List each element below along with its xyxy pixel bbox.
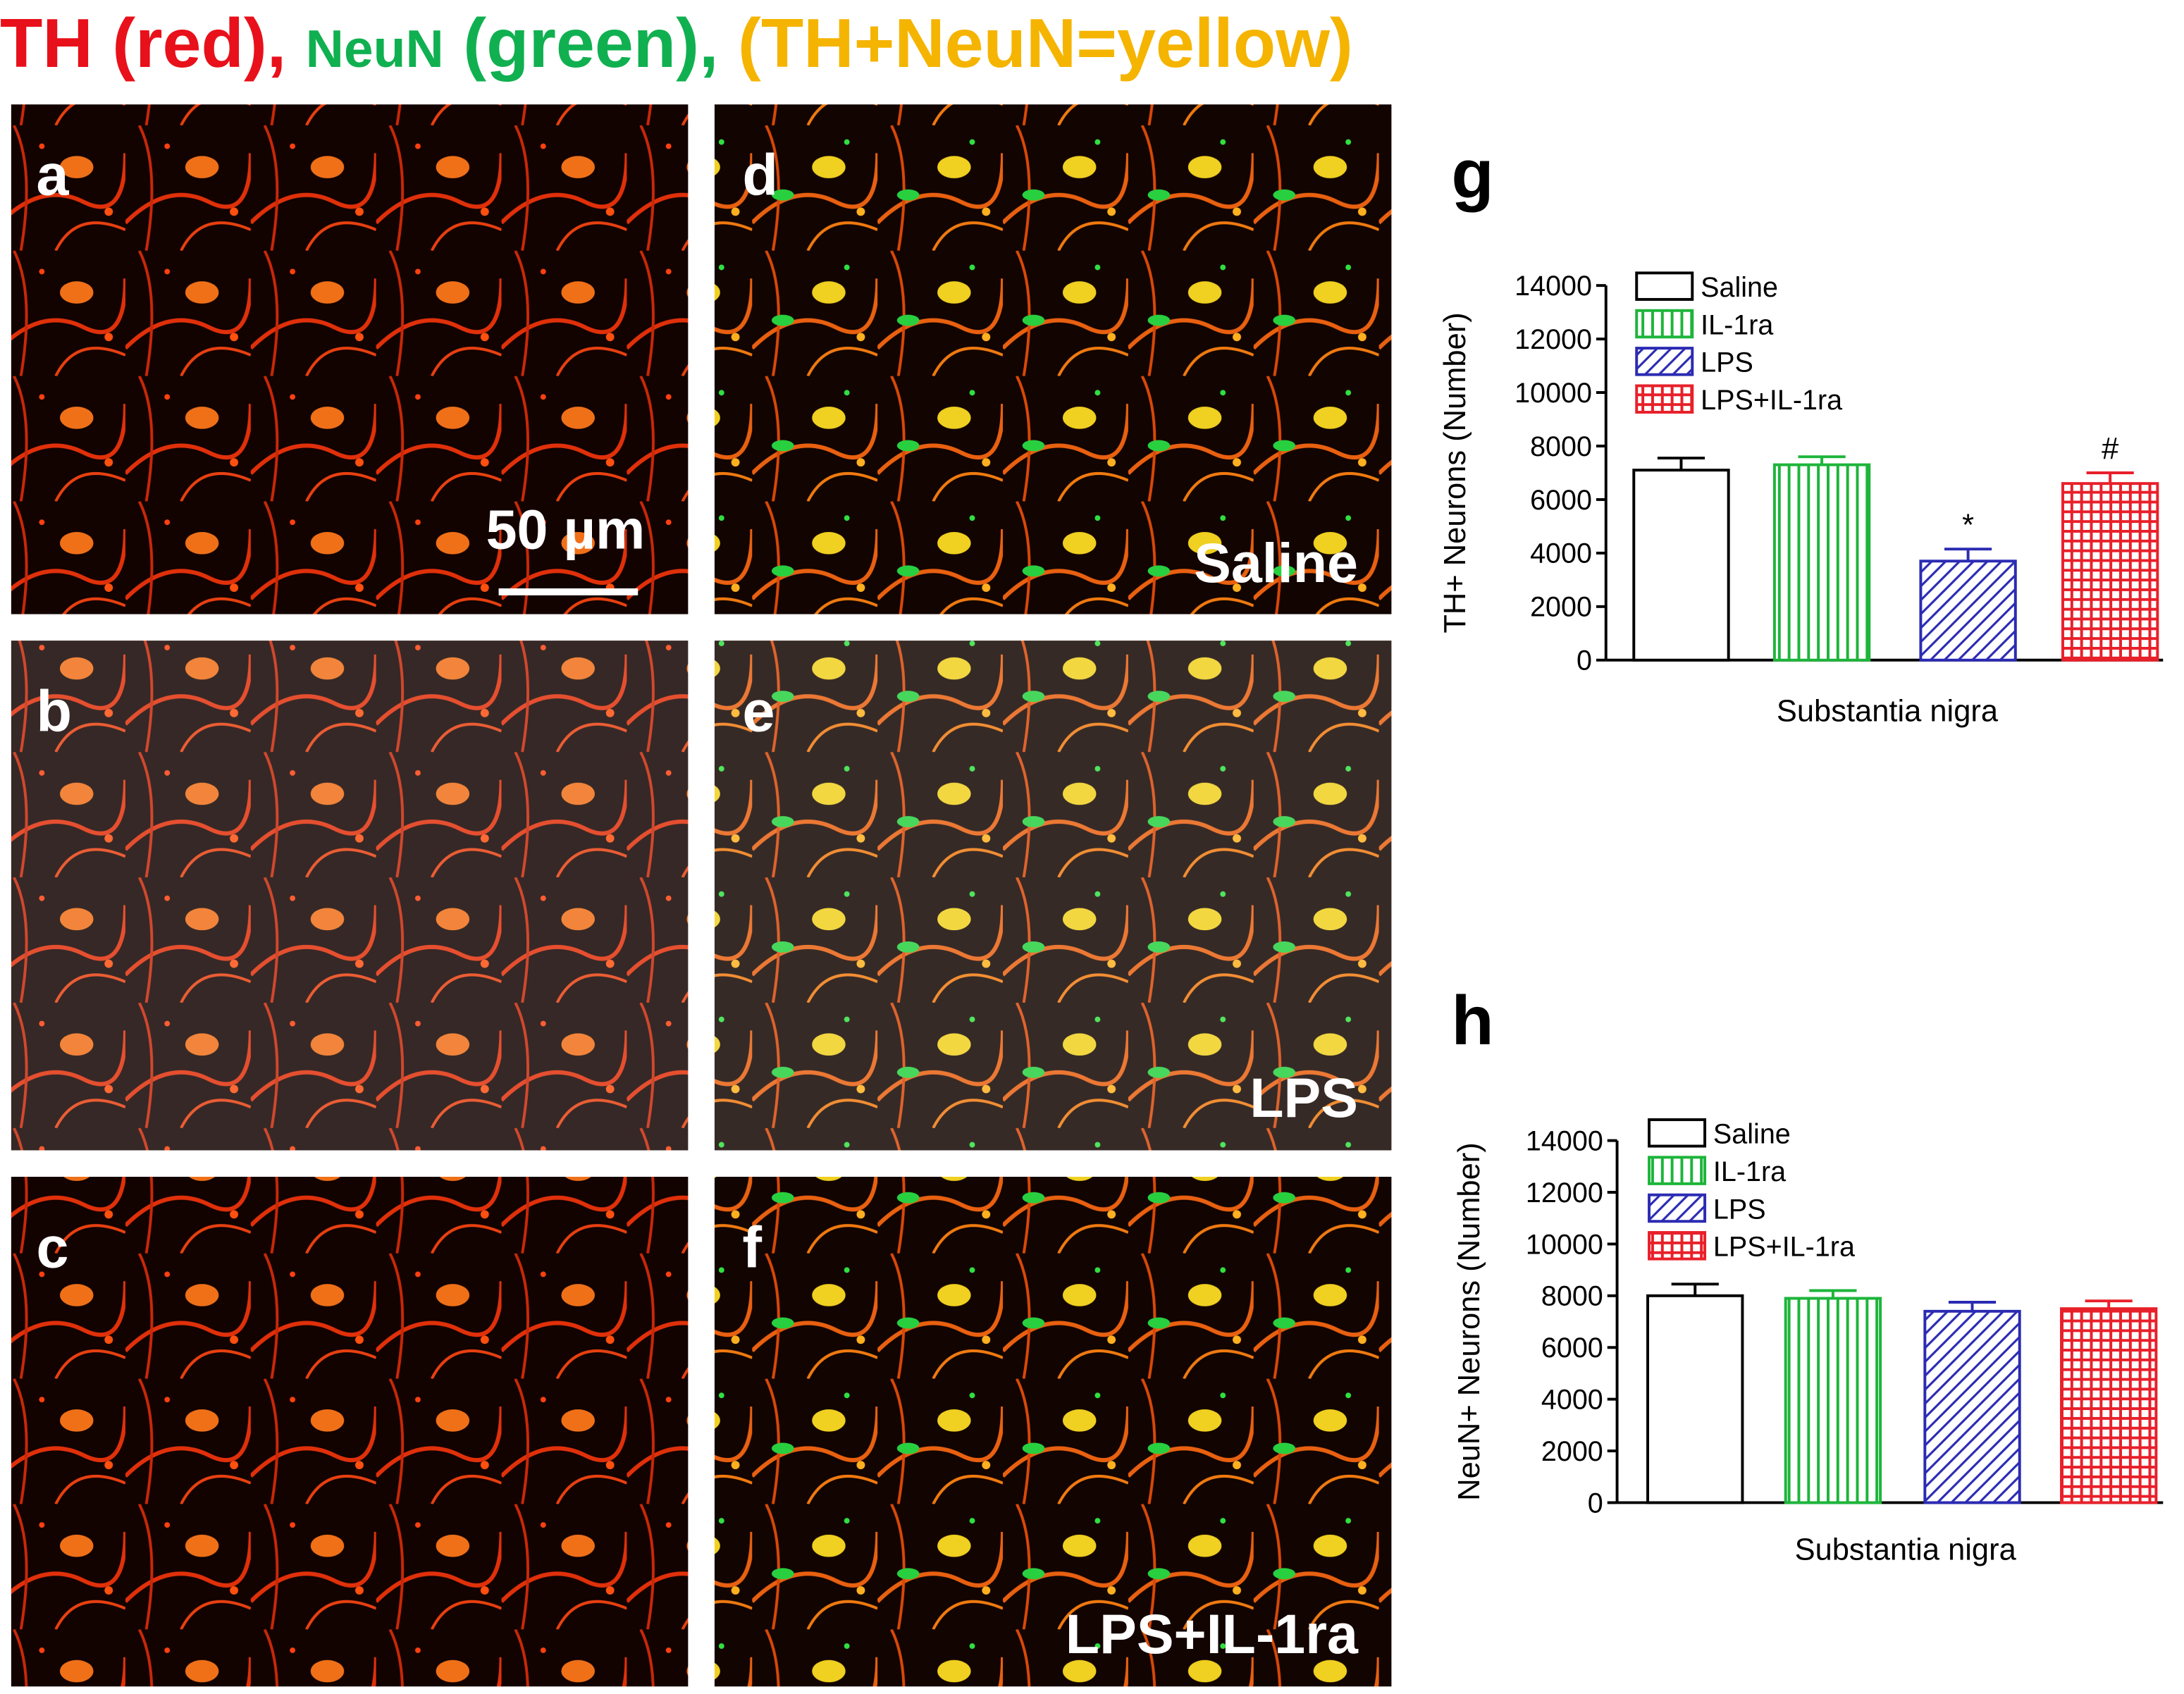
legend-label: IL-1ra xyxy=(1713,1156,1786,1187)
panel-label: f xyxy=(742,1214,762,1280)
legend-label: LPS+IL-1ra xyxy=(1713,1232,1855,1263)
bar xyxy=(1632,469,1730,662)
y-tick-label: 10000 xyxy=(1526,1229,1603,1260)
micrograph xyxy=(11,1176,689,1687)
y-tick-label: 4000 xyxy=(1541,1384,1603,1415)
y-axis-label: TH+ Neurons (Number) xyxy=(1438,312,1472,633)
scale-bar-label: 50 µm xyxy=(486,498,646,561)
y-tick-label: 12000 xyxy=(1514,324,1592,355)
condition-label: LPS xyxy=(1250,1066,1358,1129)
title-part: TH (red), xyxy=(0,4,286,82)
panel-label: d xyxy=(742,142,778,208)
y-tick-label: 0 xyxy=(1577,645,1592,676)
significance-mark: # xyxy=(2102,432,2118,466)
title-part: (TH+NeuN=yellow) xyxy=(738,4,1353,82)
legend-swatch xyxy=(1635,271,1694,301)
micrograph xyxy=(714,104,1392,614)
legend-swatch xyxy=(1648,1231,1707,1261)
x-axis-label: Substantia nigra xyxy=(1795,1533,2017,1566)
y-tick-label: 0 xyxy=(1588,1488,1603,1519)
legend-swatch xyxy=(1648,1156,1707,1185)
legend-swatch xyxy=(1648,1118,1707,1148)
y-tick-label: 12000 xyxy=(1526,1177,1603,1208)
legend-swatch xyxy=(1635,309,1694,339)
bar xyxy=(2061,482,2159,662)
y-tick-label: 14000 xyxy=(1514,271,1592,302)
y-tick-label: 8000 xyxy=(1541,1281,1603,1312)
y-tick-label: 6000 xyxy=(1541,1333,1603,1364)
legend-label: Saline xyxy=(1701,272,1778,303)
panel-label: h xyxy=(1451,982,1493,1059)
condition-label: LPS+IL-1ra xyxy=(1066,1602,1359,1665)
bar xyxy=(1772,463,1871,662)
y-tick-label: 14000 xyxy=(1526,1125,1603,1156)
y-tick-label: 10000 xyxy=(1514,378,1592,409)
y-tick-label: 2000 xyxy=(1541,1436,1603,1467)
legend-label: LPS xyxy=(1713,1194,1766,1225)
panel-label: g xyxy=(1451,135,1493,213)
legend-swatch xyxy=(1648,1193,1707,1223)
condition-label: Saline xyxy=(1194,531,1358,594)
legend-label: Saline xyxy=(1713,1119,1791,1150)
micrograph xyxy=(11,641,689,1151)
bar xyxy=(1919,559,2017,662)
figure-title: TH (red), NeuN (green), (TH+NeuN=yellow) xyxy=(0,4,1353,82)
bar xyxy=(1784,1297,1882,1504)
panel-label: b xyxy=(36,679,72,744)
significance-mark: * xyxy=(1962,508,1974,542)
title-part: (green), xyxy=(463,4,718,82)
panel-label: c xyxy=(36,1214,68,1280)
bar xyxy=(1646,1294,1744,1504)
panel-label: e xyxy=(742,679,775,744)
y-tick-label: 2000 xyxy=(1530,592,1592,623)
bar xyxy=(1923,1309,2021,1504)
micrograph xyxy=(11,104,689,614)
bar xyxy=(2060,1307,2158,1504)
legend-label: IL-1ra xyxy=(1701,309,1773,340)
legend-swatch xyxy=(1635,384,1694,414)
legend-label: LPS+IL-1ra xyxy=(1701,385,1842,416)
y-tick-label: 6000 xyxy=(1530,485,1592,516)
micrograph xyxy=(714,1176,1392,1687)
legend-swatch xyxy=(1635,347,1694,376)
x-axis-label: Substantia nigra xyxy=(1777,695,1999,729)
micrograph xyxy=(714,641,1392,1151)
y-axis-label: NeuN+ Neurons (Number) xyxy=(1452,1142,1486,1501)
legend-label: LPS xyxy=(1701,347,1753,378)
panel-label: a xyxy=(36,142,69,208)
y-tick-label: 4000 xyxy=(1530,538,1592,569)
title-part: NeuN xyxy=(306,19,444,78)
y-tick-label: 8000 xyxy=(1530,431,1592,462)
